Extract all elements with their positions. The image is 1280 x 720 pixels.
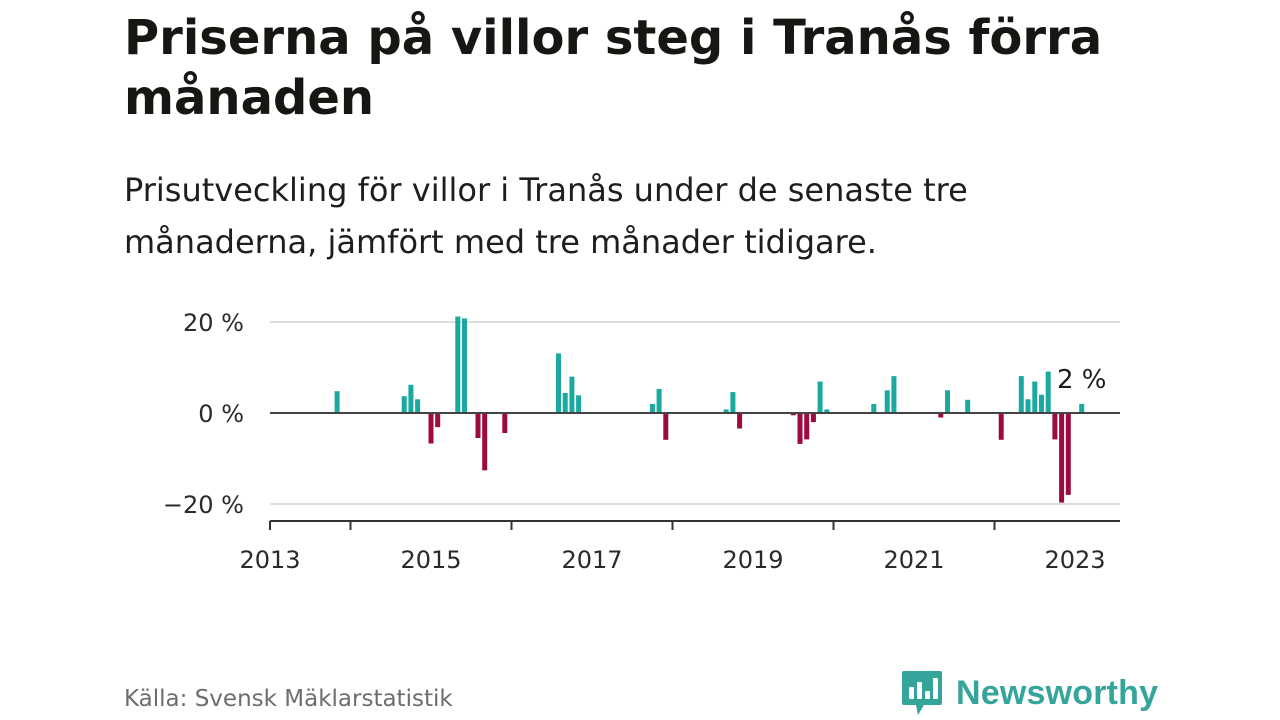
bar (790, 413, 796, 416)
annotation-label: 2 % (1057, 365, 1107, 395)
grid-lines (270, 321, 1120, 505)
bar (576, 395, 582, 413)
page-title: Priserna på villor steg i Tranås förra m… (124, 10, 1103, 126)
bar (945, 390, 950, 414)
bar (482, 413, 488, 471)
bar (871, 403, 877, 413)
bar (1018, 376, 1024, 413)
tick-labels: 20 % 0 % −20 % 2013 2015 2017 2019 2021 2023 2 % (163, 309, 1107, 574)
bar (1025, 399, 1031, 413)
bar (455, 316, 461, 413)
bar (408, 384, 414, 413)
bar (804, 413, 810, 440)
page-subtitle: Prisutveckling för villor i Tranås under… (124, 171, 968, 261)
bar (1065, 413, 1071, 495)
bar (1059, 413, 1065, 503)
bar (334, 391, 340, 413)
bar (938, 413, 944, 418)
bar (428, 413, 434, 444)
bar (435, 413, 441, 428)
bar-chart: 20 % 0 % −20 % 2013 2015 2017 2019 2021 2023 2 % (163, 309, 1120, 574)
bar (663, 413, 669, 440)
bar-series (334, 316, 1085, 503)
newsworthy-logo-icon (902, 671, 942, 715)
bar (1039, 394, 1044, 413)
bar (401, 396, 407, 413)
y-tick-label: −20 % (163, 491, 244, 519)
bar (1032, 381, 1038, 413)
bar (656, 388, 662, 413)
bar (810, 413, 816, 423)
bar (730, 392, 736, 413)
bar (884, 390, 890, 414)
x-tick-label: 2017 (561, 546, 622, 574)
bar (569, 376, 575, 413)
bar (649, 403, 655, 413)
bar (965, 399, 971, 413)
x-tick-label: 2023 (1044, 546, 1105, 574)
source-note: Källa: Svensk Mäklarstatistik (124, 686, 453, 712)
x-tick-label: 2015 (400, 546, 461, 574)
x-tick-label: 2021 (883, 546, 944, 574)
brand-name: Newsworthy (956, 673, 1159, 712)
bar (723, 409, 729, 413)
bar (502, 413, 508, 433)
x-tick-label: 2013 (239, 546, 300, 574)
bar (462, 318, 467, 413)
bar (562, 393, 568, 413)
bar (737, 413, 743, 429)
bar (891, 376, 897, 413)
bar (1052, 413, 1058, 440)
x-tick-label: 2019 (722, 546, 783, 574)
bar (556, 353, 561, 413)
bar (415, 399, 421, 413)
bar (998, 413, 1004, 440)
brand: Newsworthy (900, 668, 1158, 718)
bar (797, 413, 803, 444)
bar (824, 409, 830, 413)
bar (475, 413, 481, 438)
bar (817, 381, 823, 413)
axes (269, 412, 1120, 530)
bar (1045, 371, 1051, 413)
y-tick-label: 20 % (183, 309, 244, 337)
bar (1079, 403, 1085, 413)
y-tick-label: 0 % (198, 400, 244, 428)
